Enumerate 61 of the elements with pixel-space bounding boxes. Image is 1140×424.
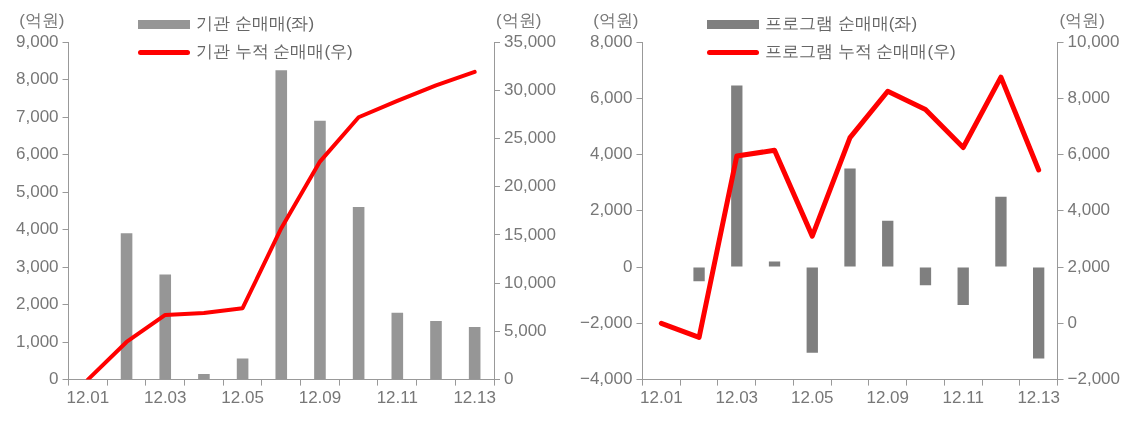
- bar: [806, 267, 818, 353]
- bar: [995, 196, 1007, 267]
- bar: [693, 267, 705, 282]
- y-tick-label: 2,000: [589, 200, 633, 220]
- x-tick-label: 12.01: [640, 388, 683, 408]
- bar: [768, 261, 781, 267]
- x-tick-label: 12.01: [66, 388, 110, 408]
- x-tick-label: 12.11: [942, 388, 984, 408]
- y-tick-label: 6,000: [15, 144, 59, 164]
- y2-axis-title: (억원): [496, 11, 542, 31]
- y2-tick-label: 5,000: [504, 321, 547, 341]
- bar: [882, 220, 894, 267]
- y-tick-label: 9,000: [15, 31, 59, 51]
- y2-tick-label: 8,000: [1067, 87, 1111, 107]
- x-tick-label: 12.13: [453, 388, 496, 408]
- y-tick-label: 0: [623, 256, 633, 276]
- y-axis-title: (억원): [593, 11, 639, 31]
- y2-tick-label: 0: [1067, 313, 1077, 333]
- y2-tick-label: 10,000: [1067, 31, 1120, 51]
- bar: [844, 168, 856, 267]
- y-axis-title: (억원): [19, 11, 65, 31]
- y-tick-label: 4,000: [15, 219, 59, 239]
- y2-tick-label: 30,000: [504, 79, 556, 99]
- y-tick-label: 1,000: [15, 331, 59, 351]
- y2-tick-label: 2,000: [1067, 256, 1111, 276]
- legend-label: 프로그램 순매매(좌): [765, 13, 918, 35]
- x-tick-label: 12.09: [298, 388, 342, 408]
- y-tick-label: 8,000: [589, 31, 633, 51]
- y-tick-label: 2,000: [15, 294, 59, 314]
- y2-tick-label: 4,000: [1067, 200, 1111, 220]
- x-tick-label: 12.09: [866, 388, 910, 408]
- legend-label: 기관 누적 순매매(우): [196, 41, 353, 63]
- y-tick-label: 0: [49, 369, 59, 389]
- y-tick-label: 5,000: [15, 181, 59, 201]
- legend-label: 기관 순매매(좌): [196, 13, 315, 35]
- bar: [919, 267, 932, 286]
- y2-tick-label: −2,000: [1067, 369, 1121, 389]
- x-tick-label: 12.03: [143, 388, 187, 408]
- y-tick-label: 7,000: [15, 106, 59, 126]
- x-tick-label: 12.13: [1017, 388, 1060, 408]
- y-tick-label: 4,000: [589, 144, 633, 164]
- y-tick-label: 3,000: [15, 256, 59, 276]
- y2-axis-title: (억원): [1059, 11, 1105, 31]
- y2-tick-label: 0: [504, 369, 514, 389]
- y2-tick-label: 25,000: [504, 128, 556, 148]
- x-tick-label: 12.11: [376, 388, 418, 408]
- y-tick-label: −4,000: [579, 369, 633, 389]
- y-tick-label: 6,000: [589, 87, 633, 107]
- x-tick-label: 12.05: [790, 388, 834, 408]
- y2-tick-label: 35,000: [504, 31, 556, 51]
- y2-tick-label: 20,000: [504, 176, 556, 196]
- y-tick-label: −2,000: [579, 313, 633, 333]
- x-tick-label: 12.05: [221, 388, 264, 408]
- y2-tick-label: 6,000: [1067, 144, 1111, 164]
- y-tick-label: 8,000: [15, 69, 59, 89]
- x-tick-label: 12.03: [715, 388, 759, 408]
- legend-label: 프로그램 누적 순매매(우): [765, 41, 956, 63]
- y2-tick-label: 15,000: [504, 224, 556, 244]
- bar: [1033, 267, 1045, 359]
- bar: [957, 267, 969, 306]
- y2-tick-label: 10,000: [504, 272, 556, 292]
